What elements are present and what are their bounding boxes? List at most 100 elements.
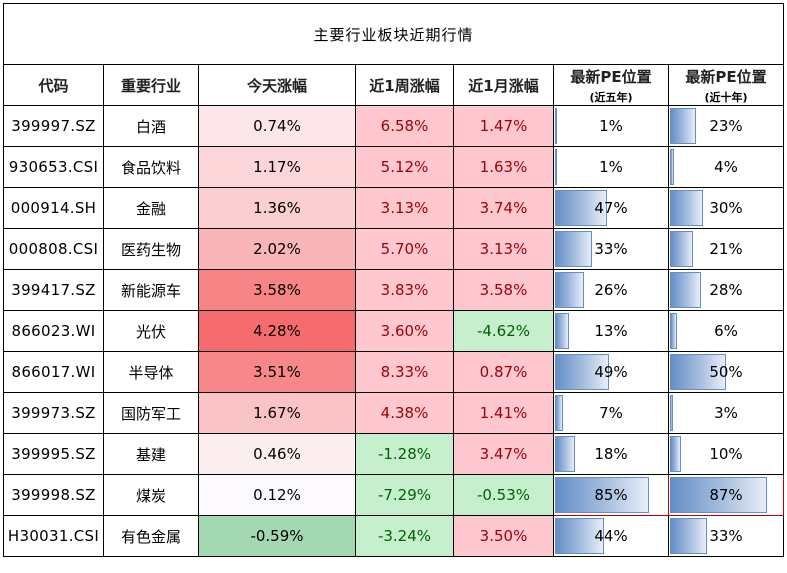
- cell-month[interactable]: 3.13%: [453, 228, 554, 270]
- cell-today[interactable]: 3.51%: [198, 351, 356, 393]
- cell-month[interactable]: 1.41%: [453, 392, 554, 434]
- pe-value: 10%: [709, 445, 743, 463]
- cell-pe-10y[interactable]: 10%: [668, 433, 784, 475]
- data-bar: [670, 354, 726, 390]
- cell-today[interactable]: 4.28%: [198, 310, 356, 352]
- cell-code[interactable]: 399995.SZ: [3, 433, 104, 475]
- header-code[interactable]: 代码: [3, 64, 104, 106]
- data-bar: [670, 272, 702, 308]
- cell-pe-5y[interactable]: 44%: [553, 515, 669, 557]
- cell-pe-10y[interactable]: 21%: [668, 228, 784, 270]
- cell-pe-10y[interactable]: 50%: [668, 351, 784, 393]
- cell-pe-5y[interactable]: 13%: [553, 310, 669, 352]
- cell-code[interactable]: 000808.CSI: [3, 228, 104, 270]
- cell-month[interactable]: 1.47%: [453, 105, 554, 147]
- cell-pe-10y[interactable]: 87%: [668, 474, 784, 516]
- data-bar: [555, 272, 584, 308]
- cell-month[interactable]: 1.63%: [453, 146, 554, 188]
- cell-today[interactable]: 1.36%: [198, 187, 356, 229]
- cell-industry[interactable]: 白酒: [103, 105, 199, 147]
- cell-pe-10y[interactable]: 30%: [668, 187, 784, 229]
- cell-code[interactable]: 866023.WI: [3, 310, 104, 352]
- cell-today[interactable]: 2.02%: [198, 228, 356, 270]
- cell-pe-5y[interactable]: 1%: [553, 146, 669, 188]
- header-week[interactable]: 近1周涨幅: [355, 64, 454, 106]
- cell-industry[interactable]: 金融: [103, 187, 199, 229]
- cell-code[interactable]: H30031.CSI: [3, 515, 104, 557]
- cell-week[interactable]: 4.38%: [355, 392, 454, 434]
- cell-pe-10y[interactable]: 28%: [668, 269, 784, 311]
- table-title[interactable]: 主要行业板块近期行情: [3, 3, 784, 65]
- cell-week[interactable]: -7.29%: [355, 474, 454, 516]
- pe-value: 1%: [599, 158, 623, 176]
- cell-industry[interactable]: 食品饮料: [103, 146, 199, 188]
- cell-code[interactable]: 399997.SZ: [3, 105, 104, 147]
- cell-industry[interactable]: 光伏: [103, 310, 199, 352]
- cell-week[interactable]: 3.13%: [355, 187, 454, 229]
- cell-pe-10y[interactable]: 33%: [668, 515, 784, 557]
- cell-pe-5y[interactable]: 49%: [553, 351, 669, 393]
- header-today[interactable]: 今天涨幅: [198, 64, 356, 106]
- cell-today[interactable]: 0.12%: [198, 474, 356, 516]
- cell-pe-5y[interactable]: 1%: [553, 105, 669, 147]
- pe-value: 4%: [714, 158, 738, 176]
- table-row: 866023.WI 光伏 4.28% 3.60% -4.62% 13% 6%: [3, 310, 784, 352]
- cell-week[interactable]: 5.70%: [355, 228, 454, 270]
- cell-pe-5y[interactable]: 7%: [553, 392, 669, 434]
- pe-value: 23%: [709, 117, 743, 135]
- cell-week[interactable]: -1.28%: [355, 433, 454, 475]
- header-pe-10y[interactable]: 最新PE位置 (近十年): [668, 64, 784, 106]
- cell-pe-10y[interactable]: 3%: [668, 392, 784, 434]
- data-bar: [670, 313, 677, 349]
- cell-month[interactable]: 0.87%: [453, 351, 554, 393]
- header-industry[interactable]: 重要行业: [103, 64, 199, 106]
- cell-month[interactable]: 3.50%: [453, 515, 554, 557]
- cell-week[interactable]: 3.83%: [355, 269, 454, 311]
- cell-industry[interactable]: 基建: [103, 433, 199, 475]
- cell-code[interactable]: 399998.SZ: [3, 474, 104, 516]
- cell-industry[interactable]: 新能源车: [103, 269, 199, 311]
- cell-industry[interactable]: 半导体: [103, 351, 199, 393]
- cell-today[interactable]: 1.67%: [198, 392, 356, 434]
- cell-pe-10y[interactable]: 4%: [668, 146, 784, 188]
- cell-today[interactable]: 3.58%: [198, 269, 356, 311]
- cell-pe-5y[interactable]: 85%: [553, 474, 669, 516]
- cell-code[interactable]: 930653.CSI: [3, 146, 104, 188]
- cell-week[interactable]: 6.58%: [355, 105, 454, 147]
- cell-month[interactable]: -4.62%: [453, 310, 554, 352]
- cell-code[interactable]: 000914.SH: [3, 187, 104, 229]
- cell-month[interactable]: 3.58%: [453, 269, 554, 311]
- cell-industry[interactable]: 煤炭: [103, 474, 199, 516]
- cell-today[interactable]: 1.17%: [198, 146, 356, 188]
- cell-pe-5y[interactable]: 26%: [553, 269, 669, 311]
- cell-industry[interactable]: 国防军工: [103, 392, 199, 434]
- cell-week[interactable]: -3.24%: [355, 515, 454, 557]
- table-row: 399998.SZ 煤炭 0.12% -7.29% -0.53% 85% 87%: [3, 474, 784, 516]
- data-bar: [670, 518, 707, 554]
- cell-code[interactable]: 399417.SZ: [3, 269, 104, 311]
- header-pe-5y[interactable]: 最新PE位置 (近五年): [553, 64, 669, 106]
- table-row: 399973.SZ 国防军工 1.67% 4.38% 1.41% 7% 3%: [3, 392, 784, 434]
- table-row: 930653.CSI 食品饮料 1.17% 5.12% 1.63% 1% 4%: [3, 146, 784, 188]
- cell-pe-10y[interactable]: 6%: [668, 310, 784, 352]
- cell-today[interactable]: 0.46%: [198, 433, 356, 475]
- cell-week[interactable]: 8.33%: [355, 351, 454, 393]
- header-month[interactable]: 近1月涨幅: [453, 64, 554, 106]
- cell-industry[interactable]: 有色金属: [103, 515, 199, 557]
- cell-code[interactable]: 866017.WI: [3, 351, 104, 393]
- cell-today[interactable]: -0.59%: [198, 515, 356, 557]
- cell-pe-10y[interactable]: 23%: [668, 105, 784, 147]
- cell-pe-5y[interactable]: 47%: [553, 187, 669, 229]
- cell-code[interactable]: 399973.SZ: [3, 392, 104, 434]
- cell-month[interactable]: 3.74%: [453, 187, 554, 229]
- cell-week[interactable]: 5.12%: [355, 146, 454, 188]
- cell-pe-5y[interactable]: 18%: [553, 433, 669, 475]
- cell-week[interactable]: 3.60%: [355, 310, 454, 352]
- pe-value: 50%: [709, 363, 743, 381]
- cell-pe-5y[interactable]: 33%: [553, 228, 669, 270]
- cell-month[interactable]: -0.53%: [453, 474, 554, 516]
- cell-industry[interactable]: 医药生物: [103, 228, 199, 270]
- cell-month[interactable]: 3.47%: [453, 433, 554, 475]
- pe-value: 28%: [709, 281, 743, 299]
- cell-today[interactable]: 0.74%: [198, 105, 356, 147]
